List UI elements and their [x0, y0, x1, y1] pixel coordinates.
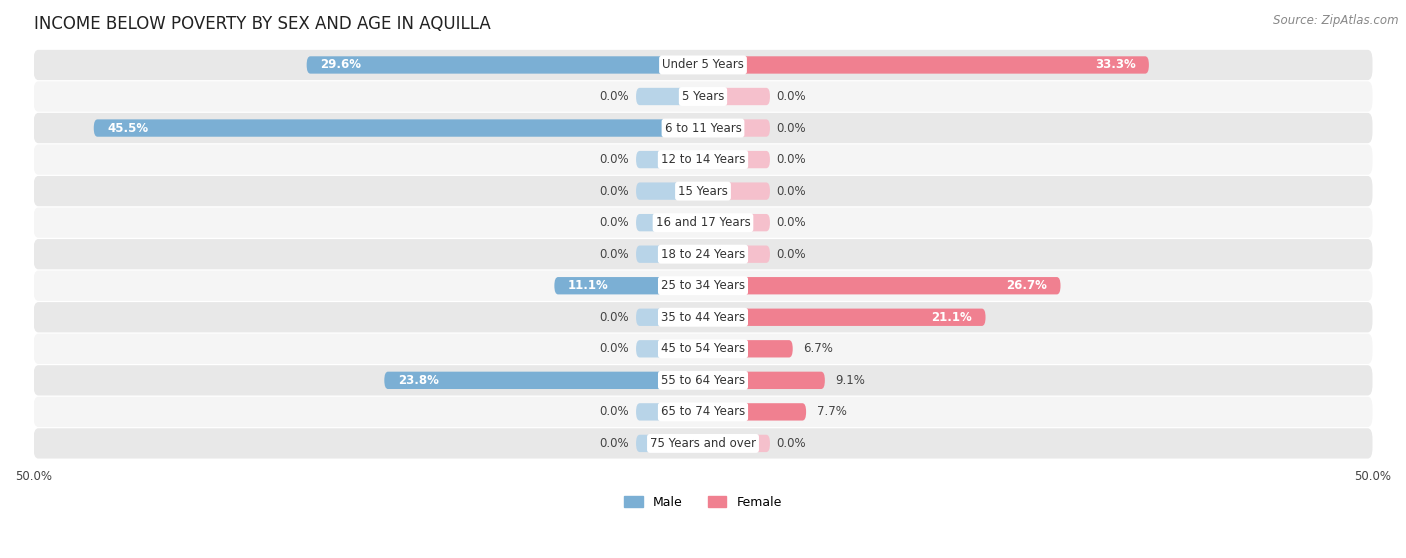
FancyBboxPatch shape	[636, 403, 703, 421]
FancyBboxPatch shape	[636, 182, 703, 200]
Text: 75 Years and over: 75 Years and over	[650, 437, 756, 450]
Text: 0.0%: 0.0%	[776, 185, 806, 198]
Text: 23.8%: 23.8%	[398, 374, 439, 387]
FancyBboxPatch shape	[636, 435, 703, 452]
Text: 26.7%: 26.7%	[1007, 279, 1047, 292]
FancyBboxPatch shape	[34, 302, 1372, 333]
FancyBboxPatch shape	[703, 435, 770, 452]
FancyBboxPatch shape	[703, 88, 770, 105]
FancyBboxPatch shape	[94, 119, 703, 137]
Text: 0.0%: 0.0%	[600, 248, 630, 261]
Text: 0.0%: 0.0%	[600, 437, 630, 450]
Text: 29.6%: 29.6%	[321, 59, 361, 71]
FancyBboxPatch shape	[636, 246, 703, 263]
Text: 0.0%: 0.0%	[776, 437, 806, 450]
Text: 0.0%: 0.0%	[776, 248, 806, 261]
FancyBboxPatch shape	[703, 151, 770, 169]
Text: 16 and 17 Years: 16 and 17 Years	[655, 216, 751, 229]
Text: 15 Years: 15 Years	[678, 185, 728, 198]
FancyBboxPatch shape	[636, 340, 703, 358]
FancyBboxPatch shape	[703, 56, 1149, 74]
FancyBboxPatch shape	[703, 214, 770, 232]
Text: 45 to 54 Years: 45 to 54 Years	[661, 342, 745, 355]
Text: 11.1%: 11.1%	[568, 279, 609, 292]
FancyBboxPatch shape	[384, 372, 703, 389]
FancyBboxPatch shape	[34, 208, 1372, 238]
FancyBboxPatch shape	[554, 277, 703, 295]
Text: 7.7%: 7.7%	[817, 405, 846, 418]
FancyBboxPatch shape	[34, 429, 1372, 459]
Text: 0.0%: 0.0%	[600, 185, 630, 198]
Text: 0.0%: 0.0%	[776, 122, 806, 134]
FancyBboxPatch shape	[703, 340, 793, 358]
Text: Under 5 Years: Under 5 Years	[662, 59, 744, 71]
Text: 55 to 64 Years: 55 to 64 Years	[661, 374, 745, 387]
FancyBboxPatch shape	[34, 365, 1372, 396]
FancyBboxPatch shape	[703, 277, 1060, 295]
FancyBboxPatch shape	[34, 50, 1372, 80]
Text: 18 to 24 Years: 18 to 24 Years	[661, 248, 745, 261]
Text: 0.0%: 0.0%	[600, 405, 630, 418]
FancyBboxPatch shape	[703, 403, 806, 421]
FancyBboxPatch shape	[636, 88, 703, 105]
Legend: Male, Female: Male, Female	[619, 491, 787, 514]
FancyBboxPatch shape	[34, 145, 1372, 175]
FancyBboxPatch shape	[34, 271, 1372, 301]
FancyBboxPatch shape	[34, 397, 1372, 427]
Text: 0.0%: 0.0%	[776, 216, 806, 229]
FancyBboxPatch shape	[34, 176, 1372, 206]
FancyBboxPatch shape	[307, 56, 703, 74]
Text: 21.1%: 21.1%	[931, 311, 972, 324]
FancyBboxPatch shape	[703, 309, 986, 326]
FancyBboxPatch shape	[703, 182, 770, 200]
Text: INCOME BELOW POVERTY BY SEX AND AGE IN AQUILLA: INCOME BELOW POVERTY BY SEX AND AGE IN A…	[34, 15, 491, 33]
FancyBboxPatch shape	[636, 151, 703, 169]
Text: 0.0%: 0.0%	[600, 90, 630, 103]
FancyBboxPatch shape	[703, 119, 770, 137]
FancyBboxPatch shape	[703, 246, 770, 263]
FancyBboxPatch shape	[636, 309, 703, 326]
Text: 25 to 34 Years: 25 to 34 Years	[661, 279, 745, 292]
Text: 5 Years: 5 Years	[682, 90, 724, 103]
FancyBboxPatch shape	[34, 334, 1372, 364]
Text: Source: ZipAtlas.com: Source: ZipAtlas.com	[1274, 14, 1399, 27]
Text: 12 to 14 Years: 12 to 14 Years	[661, 153, 745, 166]
FancyBboxPatch shape	[703, 372, 825, 389]
Text: 35 to 44 Years: 35 to 44 Years	[661, 311, 745, 324]
FancyBboxPatch shape	[34, 113, 1372, 143]
Text: 65 to 74 Years: 65 to 74 Years	[661, 405, 745, 418]
Text: 0.0%: 0.0%	[600, 311, 630, 324]
Text: 0.0%: 0.0%	[776, 153, 806, 166]
FancyBboxPatch shape	[636, 214, 703, 232]
Text: 0.0%: 0.0%	[600, 216, 630, 229]
Text: 0.0%: 0.0%	[600, 153, 630, 166]
Text: 33.3%: 33.3%	[1095, 59, 1136, 71]
Text: 6.7%: 6.7%	[803, 342, 834, 355]
FancyBboxPatch shape	[34, 239, 1372, 270]
Text: 45.5%: 45.5%	[107, 122, 148, 134]
Text: 9.1%: 9.1%	[835, 374, 866, 387]
Text: 6 to 11 Years: 6 to 11 Years	[665, 122, 741, 134]
FancyBboxPatch shape	[34, 81, 1372, 112]
Text: 0.0%: 0.0%	[600, 342, 630, 355]
Text: 0.0%: 0.0%	[776, 90, 806, 103]
